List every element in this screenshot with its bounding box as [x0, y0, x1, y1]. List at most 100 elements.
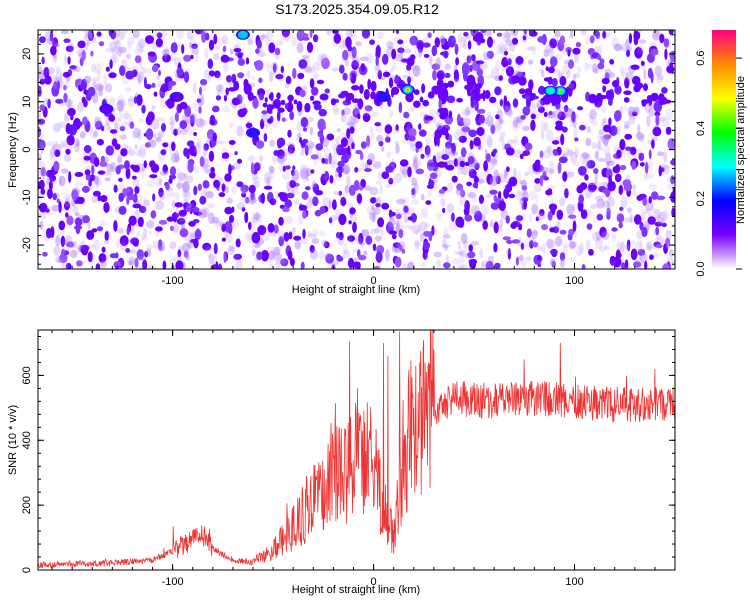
heatmap-cell [296, 132, 302, 138]
heatmap-cell [275, 73, 284, 80]
heatmap-cell [58, 175, 66, 187]
heatmap-cell [361, 228, 365, 236]
heatmap-cell [140, 66, 146, 75]
heatmap-cell [269, 170, 275, 180]
heatmap-cell [363, 185, 372, 191]
heatmap-cell [332, 106, 340, 115]
heatmap-cell [366, 206, 374, 215]
heatmap-cell [341, 109, 345, 116]
heatmap-cell [441, 154, 450, 160]
heatmap-cell [374, 228, 383, 233]
heatmap-cell [395, 213, 402, 220]
heatmap-cell [173, 150, 180, 162]
heatmap-cell [109, 129, 118, 134]
heatmap-cell [40, 142, 44, 155]
y-tick-label: 200 [21, 496, 33, 514]
heatmap-cell [478, 194, 484, 204]
heatmap-cell [274, 47, 281, 56]
heatmap-cell [113, 220, 118, 232]
heatmap-cell [598, 128, 605, 135]
heatmap-cell [616, 241, 622, 251]
heatmap-cell [547, 146, 552, 154]
heatmap-cell [407, 64, 411, 76]
heatmap-cell [255, 214, 263, 224]
heatmap-cell [226, 75, 232, 83]
heatmap-cell [336, 166, 344, 174]
heatmap-cell [410, 186, 417, 199]
heatmap-cell [310, 169, 315, 174]
heatmap-cell [514, 62, 524, 68]
heatmap-cell [79, 80, 89, 91]
heatmap-cell [549, 38, 557, 49]
heatmap-cell [554, 53, 563, 61]
heatmap-cell [447, 80, 455, 88]
heatmap-cell [39, 169, 47, 175]
heatmap-cell [559, 197, 565, 207]
heatmap-cell [558, 156, 568, 164]
heatmap-cell [136, 94, 143, 106]
heatmap-cell [77, 101, 85, 112]
heatmap-cell [636, 44, 645, 55]
heatmap-cell [77, 40, 86, 49]
heatmap-cell [147, 139, 156, 145]
heatmap-cell [372, 161, 382, 169]
heatmap-cell [434, 37, 440, 48]
heatmap-cell [411, 188, 416, 196]
snr-frame [37, 329, 676, 571]
heatmap-cell [602, 30, 607, 39]
heatmap-cell [214, 30, 220, 36]
heatmap-cell [503, 95, 508, 107]
heatmap-cell [251, 171, 259, 181]
heatmap-cell [247, 38, 253, 46]
heatmap-cell [540, 130, 545, 140]
heatmap-cell [133, 127, 141, 138]
heatmap-cell [235, 238, 241, 248]
heatmap-cell [338, 190, 342, 196]
heatmap-cell [249, 216, 256, 227]
heatmap-cell [51, 84, 60, 97]
heatmap-cell [414, 239, 420, 251]
heatmap-cell [241, 207, 246, 212]
heatmap-cell [545, 129, 554, 142]
heatmap-cell [208, 253, 215, 265]
heatmap-cell [540, 122, 546, 133]
heatmap-cell [603, 144, 611, 156]
heatmap-cell [206, 134, 212, 140]
heatmap-cell [152, 240, 161, 250]
heatmap-cell [58, 142, 67, 150]
heatmap-cell [82, 215, 90, 224]
heatmap-cell [144, 250, 149, 258]
heatmap-cell [426, 118, 431, 124]
heatmap-cell [391, 61, 397, 70]
heatmap-cell [341, 154, 350, 164]
heatmap-cell [287, 142, 295, 149]
heatmap-cell [139, 45, 144, 53]
heatmap-cell [529, 31, 533, 37]
heatmap-cell [53, 192, 60, 201]
heatmap-cell [118, 109, 123, 122]
heatmap-cell [313, 103, 322, 111]
heatmap-cell [310, 95, 315, 101]
heatmap-cell [614, 43, 623, 52]
heatmap-cell [274, 256, 283, 265]
heatmap-cell [176, 30, 185, 40]
heatmap-cell [428, 162, 437, 167]
heatmap-cell [507, 63, 512, 71]
heatmap-cell [136, 41, 144, 52]
heatmap-cell [321, 57, 330, 69]
heatmap-cell [369, 39, 376, 45]
heatmap-cell [456, 183, 463, 191]
heatmap-cell [322, 137, 330, 148]
heatmap-cell [213, 52, 220, 61]
heatmap-cell [434, 177, 438, 184]
heatmap-cell [231, 97, 240, 106]
heatmap-cell [460, 123, 466, 135]
heatmap-cell [358, 185, 364, 191]
heatmap-cell [42, 170, 49, 176]
heatmap-cell [496, 225, 502, 230]
heatmap-cells [38, 30, 675, 269]
heatmap-cell [370, 91, 376, 100]
heatmap-cell [496, 173, 506, 184]
heatmap-cell [493, 221, 499, 234]
heatmap-cell [309, 248, 319, 260]
